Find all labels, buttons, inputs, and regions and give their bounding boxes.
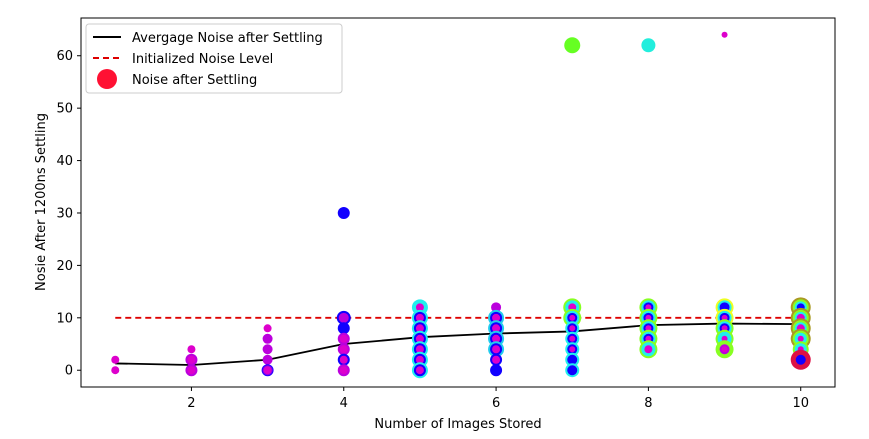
x-tick-label: 6 — [492, 396, 500, 411]
scatter-point — [721, 346, 728, 353]
scatter-point — [339, 366, 348, 375]
x-tick-label: 10 — [792, 396, 809, 411]
scatter-point — [795, 354, 806, 365]
scatter-point — [645, 335, 652, 342]
scatter-point — [569, 314, 576, 321]
scatter-point — [338, 312, 349, 323]
y-tick-label: 50 — [56, 102, 73, 117]
scatter-point — [339, 345, 348, 354]
y-tick-label: 0 — [65, 364, 73, 379]
scatter-point — [644, 345, 653, 354]
x-tick-label: 4 — [340, 396, 348, 411]
y-tick-label: 20 — [56, 259, 73, 274]
y-tick-label: 30 — [56, 206, 73, 221]
scatter-point — [415, 366, 424, 375]
scatter-point — [111, 366, 120, 375]
scatter-point — [564, 37, 581, 54]
scatter-point — [567, 365, 578, 376]
scatter-point — [645, 304, 652, 311]
y-tick-label: 60 — [56, 49, 73, 64]
scatter-point — [415, 324, 424, 333]
plot-frame — [80, 17, 836, 388]
scatter-point — [492, 324, 501, 333]
scatter-point — [415, 303, 424, 312]
scatter-point — [263, 324, 272, 333]
scatter-point — [569, 335, 576, 342]
scatter-point — [721, 314, 728, 321]
scatter-point — [415, 345, 424, 354]
scatter-point — [415, 334, 424, 343]
scatter-point — [569, 325, 576, 332]
scatter-point — [645, 325, 652, 332]
avg-noise-line — [115, 322, 801, 366]
scatter-point — [797, 335, 804, 342]
scatter-point — [339, 334, 348, 343]
legend: Avergage Noise after Settling Initialize… — [85, 23, 343, 94]
x-tick-label: 2 — [187, 396, 195, 411]
scatter-point — [492, 334, 501, 343]
scatter-point — [569, 346, 576, 353]
scatter-point — [262, 333, 273, 344]
x-axis: 2 4 6 8 10 — [187, 387, 809, 411]
legend-noise-marker — [97, 69, 117, 89]
scatter-point — [491, 302, 502, 313]
scatter-point — [721, 335, 728, 342]
scatter-point — [187, 355, 196, 364]
scatter-point — [111, 355, 120, 364]
legend-init-label: Initialized Noise Level — [132, 52, 273, 67]
scatter-point — [337, 206, 350, 219]
scatter-point — [492, 313, 501, 322]
scatter-point — [721, 325, 728, 332]
scatter-point — [187, 345, 196, 354]
y-axis-label: Nosie After 1200ns Settling — [34, 113, 49, 291]
scatter-point — [339, 355, 348, 364]
scatter-point — [567, 354, 578, 365]
y-tick-label: 10 — [56, 311, 73, 326]
plot-area — [111, 31, 811, 379]
legend-noise-label: Noise after Settling — [132, 73, 257, 88]
y-tick-label: 40 — [56, 154, 73, 169]
scatter-point — [721, 31, 728, 38]
scatter-point — [337, 322, 350, 335]
scatter-point — [490, 364, 503, 377]
scatter-point — [492, 355, 501, 364]
x-tick-label: 8 — [644, 396, 652, 411]
scatter-point — [492, 345, 501, 354]
scatter-point — [415, 313, 424, 322]
scatter-point — [262, 354, 273, 365]
scatter-point — [262, 344, 273, 355]
scatter-point — [415, 355, 424, 364]
scatter-point — [645, 314, 652, 321]
legend-box — [85, 23, 343, 94]
x-axis-label: Number of Images Stored — [374, 417, 541, 432]
y-axis: 0 10 20 30 40 50 60 — [56, 49, 81, 379]
scatter-point — [641, 38, 656, 53]
scatter-point — [187, 366, 196, 375]
scatter-point — [263, 366, 272, 375]
legend-avg-label: Avergage Noise after Settling — [132, 31, 323, 46]
